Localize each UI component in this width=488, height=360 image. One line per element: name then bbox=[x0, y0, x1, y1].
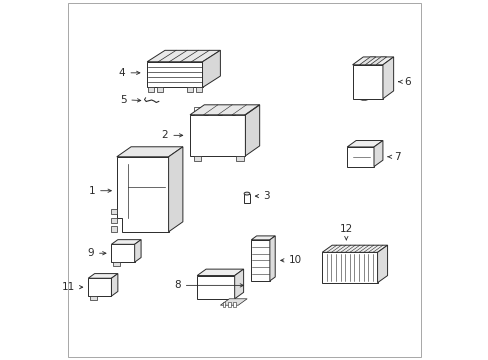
Polygon shape bbox=[222, 302, 225, 307]
Polygon shape bbox=[196, 87, 202, 92]
Polygon shape bbox=[190, 105, 259, 115]
Text: 9: 9 bbox=[87, 248, 106, 258]
Polygon shape bbox=[193, 107, 203, 115]
Polygon shape bbox=[111, 208, 117, 214]
Polygon shape bbox=[346, 140, 382, 147]
Polygon shape bbox=[236, 156, 243, 161]
Polygon shape bbox=[359, 57, 375, 65]
Polygon shape bbox=[190, 115, 245, 156]
Text: 5: 5 bbox=[120, 95, 141, 105]
Text: 11: 11 bbox=[62, 282, 82, 292]
Polygon shape bbox=[111, 240, 141, 244]
Polygon shape bbox=[251, 240, 269, 281]
Polygon shape bbox=[113, 262, 120, 266]
Polygon shape bbox=[157, 87, 162, 92]
Polygon shape bbox=[117, 157, 168, 232]
Polygon shape bbox=[222, 107, 232, 115]
Polygon shape bbox=[245, 105, 259, 156]
Polygon shape bbox=[202, 50, 220, 87]
Polygon shape bbox=[220, 299, 246, 305]
Polygon shape bbox=[234, 107, 244, 115]
Polygon shape bbox=[111, 226, 117, 232]
Polygon shape bbox=[352, 65, 382, 99]
Polygon shape bbox=[194, 156, 201, 161]
Text: 12: 12 bbox=[339, 224, 352, 240]
Polygon shape bbox=[234, 269, 243, 299]
Polygon shape bbox=[322, 252, 377, 283]
Polygon shape bbox=[233, 302, 236, 307]
Polygon shape bbox=[227, 302, 230, 307]
Polygon shape bbox=[251, 236, 275, 240]
Polygon shape bbox=[111, 274, 118, 296]
Polygon shape bbox=[187, 87, 192, 92]
Text: 10: 10 bbox=[280, 255, 301, 265]
Polygon shape bbox=[352, 57, 393, 65]
Polygon shape bbox=[369, 57, 386, 65]
Text: 4: 4 bbox=[119, 68, 140, 78]
Text: 3: 3 bbox=[255, 191, 269, 201]
Polygon shape bbox=[147, 87, 153, 92]
Polygon shape bbox=[111, 217, 117, 223]
FancyBboxPatch shape bbox=[244, 194, 249, 203]
Text: 6: 6 bbox=[398, 77, 410, 87]
Text: 1: 1 bbox=[88, 186, 111, 196]
Polygon shape bbox=[377, 245, 387, 283]
Polygon shape bbox=[269, 236, 275, 281]
Polygon shape bbox=[111, 244, 134, 262]
Polygon shape bbox=[322, 245, 387, 252]
Polygon shape bbox=[147, 50, 220, 62]
Polygon shape bbox=[134, 240, 141, 262]
Polygon shape bbox=[197, 275, 234, 299]
Ellipse shape bbox=[244, 192, 249, 195]
Text: 8: 8 bbox=[174, 280, 243, 291]
Polygon shape bbox=[90, 296, 97, 300]
Polygon shape bbox=[382, 57, 393, 99]
Polygon shape bbox=[147, 62, 202, 87]
Polygon shape bbox=[88, 278, 111, 296]
Polygon shape bbox=[88, 274, 118, 278]
Text: 7: 7 bbox=[387, 152, 400, 162]
Polygon shape bbox=[207, 107, 218, 115]
Polygon shape bbox=[168, 147, 183, 232]
Polygon shape bbox=[197, 269, 243, 275]
Polygon shape bbox=[117, 147, 183, 157]
Polygon shape bbox=[373, 140, 382, 167]
Text: 2: 2 bbox=[162, 130, 183, 140]
Polygon shape bbox=[346, 147, 373, 167]
